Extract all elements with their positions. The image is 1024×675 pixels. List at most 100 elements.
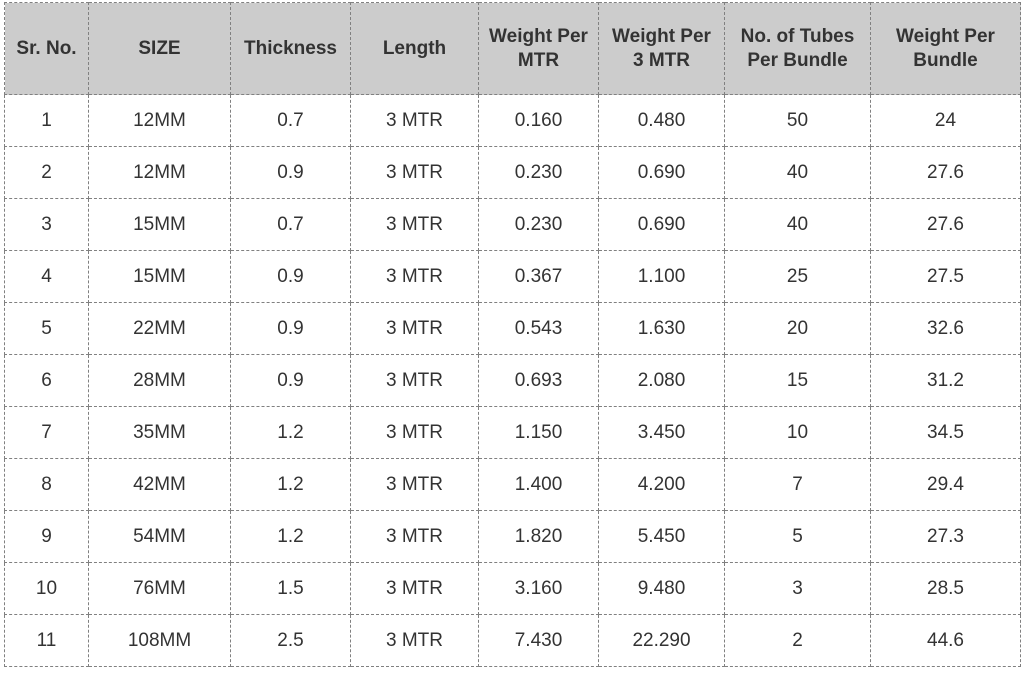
table-row: 9 54MM 1.2 3 MTR 1.820 5.450 5 27.3 — [5, 511, 1021, 563]
cell: 0.9 — [231, 251, 351, 303]
tube-spec-table-container: Sr. No. SIZE Thickness Length Weight Per… — [0, 0, 1024, 669]
table-row: 8 42MM 1.2 3 MTR 1.400 4.200 7 29.4 — [5, 459, 1021, 511]
cell: 12MM — [89, 147, 231, 199]
cell: 3 MTR — [351, 459, 479, 511]
cell: 44.6 — [871, 615, 1021, 667]
table-row: 1 12MM 0.7 3 MTR 0.160 0.480 50 24 — [5, 95, 1021, 147]
cell: 0.480 — [599, 95, 725, 147]
cell: 27.5 — [871, 251, 1021, 303]
cell: 15MM — [89, 199, 231, 251]
cell: 0.690 — [599, 199, 725, 251]
table-header-row: Sr. No. SIZE Thickness Length Weight Per… — [5, 3, 1021, 95]
cell: 40 — [725, 147, 871, 199]
table-row: 5 22MM 0.9 3 MTR 0.543 1.630 20 32.6 — [5, 303, 1021, 355]
cell: 7 — [725, 459, 871, 511]
cell: 0.9 — [231, 303, 351, 355]
table-header: Sr. No. SIZE Thickness Length Weight Per… — [5, 3, 1021, 95]
cell: 24 — [871, 95, 1021, 147]
cell: 32.6 — [871, 303, 1021, 355]
cell: 4.200 — [599, 459, 725, 511]
cell: 3 MTR — [351, 303, 479, 355]
cell: 3 MTR — [351, 407, 479, 459]
cell: 1.2 — [231, 407, 351, 459]
cell: 7.430 — [479, 615, 599, 667]
col-header-thick: Thickness — [231, 3, 351, 95]
cell: 1.150 — [479, 407, 599, 459]
cell: 3 MTR — [351, 615, 479, 667]
cell: 27.6 — [871, 199, 1021, 251]
table-row: 6 28MM 0.9 3 MTR 0.693 2.080 15 31.2 — [5, 355, 1021, 407]
cell: 1.400 — [479, 459, 599, 511]
tube-spec-table: Sr. No. SIZE Thickness Length Weight Per… — [4, 2, 1021, 667]
cell: 27.6 — [871, 147, 1021, 199]
table-row: 11 108MM 2.5 3 MTR 7.430 22.290 2 44.6 — [5, 615, 1021, 667]
cell: 34.5 — [871, 407, 1021, 459]
cell: 4 — [5, 251, 89, 303]
cell: 0.230 — [479, 199, 599, 251]
cell: 2.080 — [599, 355, 725, 407]
cell: 10 — [5, 563, 89, 615]
cell: 5 — [5, 303, 89, 355]
cell: 20 — [725, 303, 871, 355]
cell: 0.9 — [231, 147, 351, 199]
cell: 8 — [5, 459, 89, 511]
cell: 108MM — [89, 615, 231, 667]
table-row: 10 76MM 1.5 3 MTR 3.160 9.480 3 28.5 — [5, 563, 1021, 615]
cell: 22.290 — [599, 615, 725, 667]
cell: 10 — [725, 407, 871, 459]
cell: 15 — [725, 355, 871, 407]
cell: 7 — [5, 407, 89, 459]
col-header-wp3m: Weight Per 3 MTR — [599, 3, 725, 95]
cell: 1.2 — [231, 459, 351, 511]
col-header-srno: Sr. No. — [5, 3, 89, 95]
cell: 2 — [725, 615, 871, 667]
cell: 5.450 — [599, 511, 725, 563]
table-body: 1 12MM 0.7 3 MTR 0.160 0.480 50 24 2 12M… — [5, 95, 1021, 667]
cell: 0.367 — [479, 251, 599, 303]
cell: 3 MTR — [351, 563, 479, 615]
col-header-length: Length — [351, 3, 479, 95]
cell: 3 MTR — [351, 251, 479, 303]
col-header-ntpb: No. of Tubes Per Bundle — [725, 3, 871, 95]
cell: 0.160 — [479, 95, 599, 147]
cell: 1.820 — [479, 511, 599, 563]
cell: 3 — [5, 199, 89, 251]
cell: 5 — [725, 511, 871, 563]
cell: 1 — [5, 95, 89, 147]
cell: 40 — [725, 199, 871, 251]
cell: 9.480 — [599, 563, 725, 615]
cell: 3.160 — [479, 563, 599, 615]
cell: 35MM — [89, 407, 231, 459]
cell: 11 — [5, 615, 89, 667]
table-row: 3 15MM 0.7 3 MTR 0.230 0.690 40 27.6 — [5, 199, 1021, 251]
cell: 28MM — [89, 355, 231, 407]
col-header-size: SIZE — [89, 3, 231, 95]
cell: 3.450 — [599, 407, 725, 459]
cell: 0.9 — [231, 355, 351, 407]
cell: 0.693 — [479, 355, 599, 407]
cell: 28.5 — [871, 563, 1021, 615]
col-header-wpb: Weight Per Bundle — [871, 3, 1021, 95]
cell: 22MM — [89, 303, 231, 355]
cell: 15MM — [89, 251, 231, 303]
cell: 0.690 — [599, 147, 725, 199]
cell: 0.230 — [479, 147, 599, 199]
cell: 3 MTR — [351, 95, 479, 147]
cell: 25 — [725, 251, 871, 303]
cell: 1.5 — [231, 563, 351, 615]
cell: 0.7 — [231, 95, 351, 147]
cell: 3 MTR — [351, 147, 479, 199]
cell: 12MM — [89, 95, 231, 147]
cell: 31.2 — [871, 355, 1021, 407]
cell: 1.2 — [231, 511, 351, 563]
cell: 50 — [725, 95, 871, 147]
cell: 3 MTR — [351, 355, 479, 407]
cell: 3 MTR — [351, 511, 479, 563]
cell: 3 MTR — [351, 199, 479, 251]
table-row: 2 12MM 0.9 3 MTR 0.230 0.690 40 27.6 — [5, 147, 1021, 199]
cell: 2 — [5, 147, 89, 199]
cell: 9 — [5, 511, 89, 563]
cell: 54MM — [89, 511, 231, 563]
cell: 0.7 — [231, 199, 351, 251]
cell: 1.630 — [599, 303, 725, 355]
